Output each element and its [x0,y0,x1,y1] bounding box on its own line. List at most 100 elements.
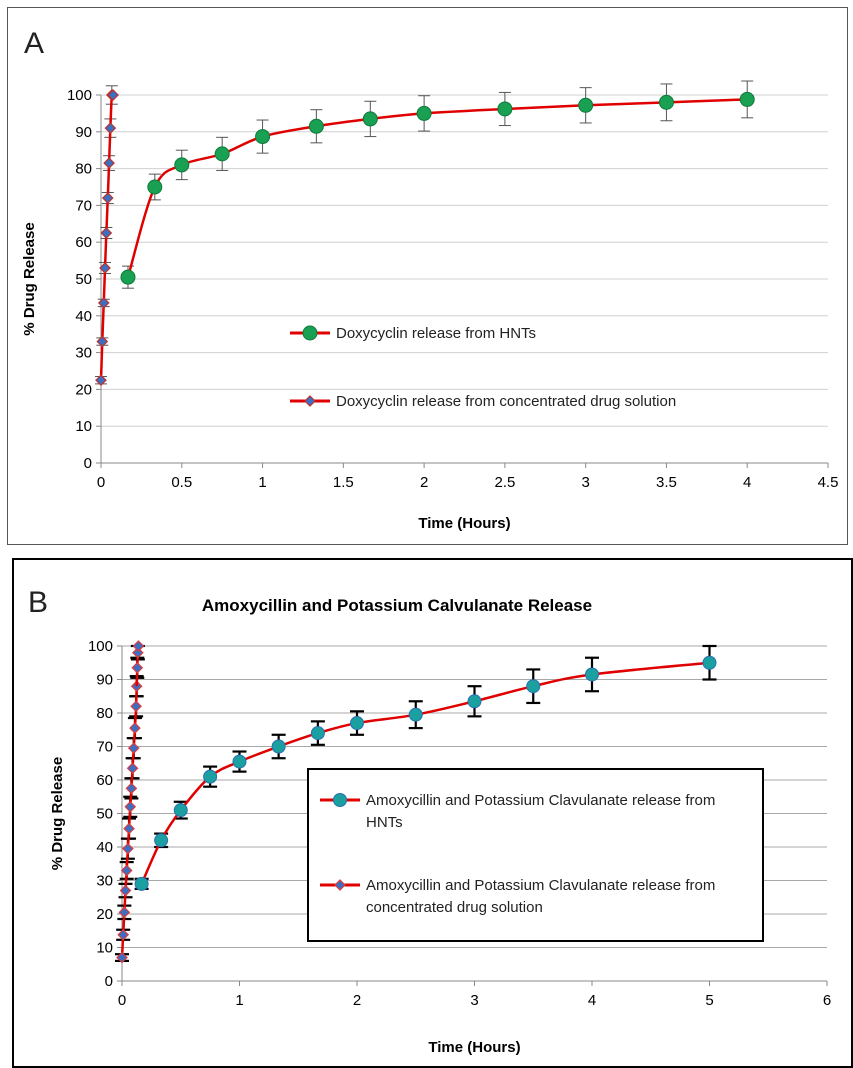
data-point [416,105,432,121]
data-point [362,111,378,127]
data-point [129,722,141,734]
chart-panel-a: A 0 10 20 30 40 50 60 70 80 90 100 0 0.5 1 1.5 2 2.5 3 3.5 4… [7,7,848,545]
x-axis-label: Time (Hours) [428,1039,520,1056]
data-point [255,129,271,145]
data-point [126,762,139,775]
x-tick-label: 4.5 [818,474,839,491]
chart-b-svg: B Amoxycillin and Potassium Calvulanate R… [28,586,831,1056]
x-tick-label: 0.5 [171,474,192,491]
chart-title: Amoxycillin and Potassium Calvulanate Re… [202,596,592,615]
data-point [173,803,188,818]
data-point [123,822,135,835]
y-tick-label: 40 [96,839,113,856]
x-tick-label: 2 [420,474,428,491]
series-line [126,98,748,278]
data-point [120,864,133,877]
data-point [120,269,136,285]
x-tick-label: 1 [235,992,243,1009]
data-point [104,122,117,134]
y-tick-label: 40 [75,308,92,325]
x-tick-label: 3 [581,474,589,491]
x-tick-label: 4 [588,992,596,1009]
y-tick-label: 20 [96,906,113,923]
data-point [308,118,324,134]
y-tick-label: 80 [75,161,92,178]
x-tick-label: 2.5 [494,474,515,491]
y-tick-label: 20 [75,381,92,398]
data-point [702,655,717,670]
chart-panel-b: B Amoxycillin and Potassium Calvulanate R… [12,558,853,1068]
legend: Amoxycillin and Potassium Clavulanate re… [307,768,764,942]
data-point [214,146,230,162]
y-tick-label: 10 [96,940,113,957]
panel-letter: A [24,27,44,60]
data-point [232,754,247,769]
x-axis-label: Time (Hours) [418,515,510,532]
legend-marker [333,793,347,807]
series-line [99,91,115,381]
x-tick-label: 6 [823,992,831,1009]
legend-label: Doxycyclin release from HNTs [336,325,536,342]
data-point [124,800,137,813]
y-tick-label: 30 [96,873,113,890]
x-tick-label: 5 [705,992,713,1009]
y-axis-label: % Drug Release [49,757,66,870]
y-tick-label: 60 [75,234,92,251]
legend: Doxycyclin release from HNTs Doxycyclin r… [290,325,676,410]
x-tick-label: 0 [118,992,126,1009]
panel-letter: B [28,586,48,619]
x-tick-label: 1.5 [333,474,354,491]
data-point [174,157,190,173]
data-point [467,694,482,709]
data-point [118,906,131,919]
y-tick-label: 70 [75,197,92,214]
data-point [103,157,115,169]
y-tick-label: 90 [75,124,92,141]
x-tick-label: 0 [97,474,105,491]
data-point [130,700,142,713]
data-point [132,646,144,659]
data-point [408,707,423,722]
y-tick-label: 0 [84,455,92,472]
y-axis-label: % Drug Release [21,222,38,335]
y-tick-label: 10 [75,418,92,435]
data-point [125,782,138,795]
y-tick-label: 100 [67,87,92,104]
legend-label: Amoxycillin and Potassium Clavulanate re… [366,792,715,831]
data-point [130,680,143,693]
data-point [119,884,132,897]
data-point [107,89,119,101]
x-tick-label: 1 [258,474,266,491]
data-point [497,101,513,117]
data-point [116,951,128,964]
data-point [97,297,110,309]
data-point [147,179,163,195]
data-point [310,726,325,741]
x-tick-label: 3.5 [656,474,677,491]
data-point [132,640,145,652]
data-point [526,679,541,694]
legend-box [307,768,764,942]
x-tick-label: 3 [470,992,478,1009]
y-tick-label: 70 [96,739,113,756]
y-tick-label: 50 [96,806,113,823]
legend-marker [334,879,346,891]
data-point [739,91,755,107]
data-point [95,374,107,387]
data-point [350,716,364,731]
legend-marker [304,395,316,407]
legend-label: Amoxycillin and Potassium Clavulanate re… [366,877,715,916]
data-point [154,833,169,848]
x-tick-label: 4 [743,474,751,491]
data-point [96,335,109,348]
data-point [271,739,286,754]
data-point [101,192,114,204]
data-point [658,94,674,110]
y-tick-label: 80 [96,705,113,722]
legend-label: Doxycyclin release from concentrated dru… [336,393,676,410]
data-point [203,769,218,784]
y-tick-label: 100 [88,638,113,655]
y-tick-label: 60 [96,772,113,789]
legend-marker [302,325,318,341]
data-point [134,876,149,891]
